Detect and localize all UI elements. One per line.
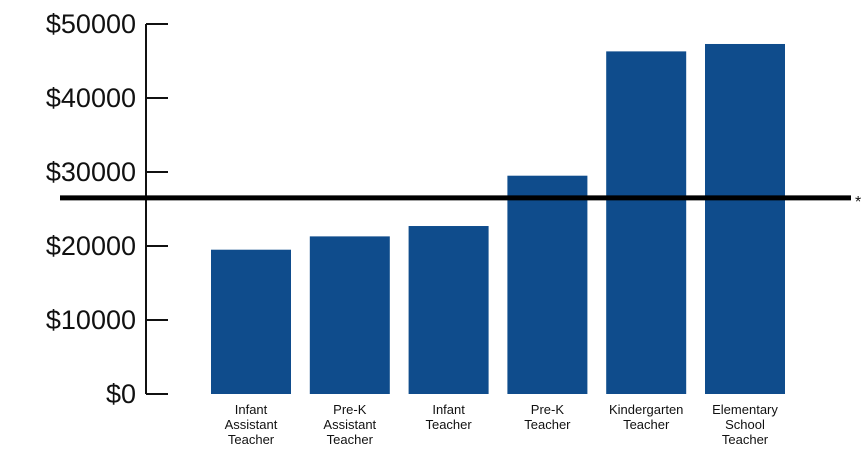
- y-tick-label: $40000: [46, 83, 136, 113]
- category-label: Kindergarten Teacher: [609, 402, 683, 432]
- category-labels: Infant Assistant Teacher Pre-K Assistant Teac…: [225, 402, 779, 447]
- reference-line-marker: *: [855, 194, 861, 211]
- category-label: Pre-K Assistant Teacher: [323, 402, 376, 447]
- bar: [606, 51, 687, 394]
- category-label: Infant Teacher: [425, 402, 472, 432]
- y-tick-label: $10000: [46, 305, 136, 335]
- reference-line-group: *: [60, 194, 861, 211]
- category-label: Infant Assistant Teacher: [225, 402, 278, 447]
- y-tick-label: $50000: [46, 9, 136, 39]
- bar: [309, 236, 390, 394]
- category-label: Elementary School Teacher: [712, 402, 778, 447]
- bar: [211, 249, 291, 394]
- bar: [408, 226, 489, 394]
- bars: [211, 43, 785, 394]
- y-tick-label: $30000: [46, 157, 136, 187]
- y-tick-label: $0: [106, 379, 136, 409]
- bar: [705, 43, 785, 394]
- bar: [507, 175, 588, 394]
- category-label: Pre-K Teacher: [524, 402, 571, 432]
- y-axis: $0 $10000 $20000 $30000 $40000 $50000: [46, 9, 168, 409]
- y-tick-label: $20000: [46, 231, 136, 261]
